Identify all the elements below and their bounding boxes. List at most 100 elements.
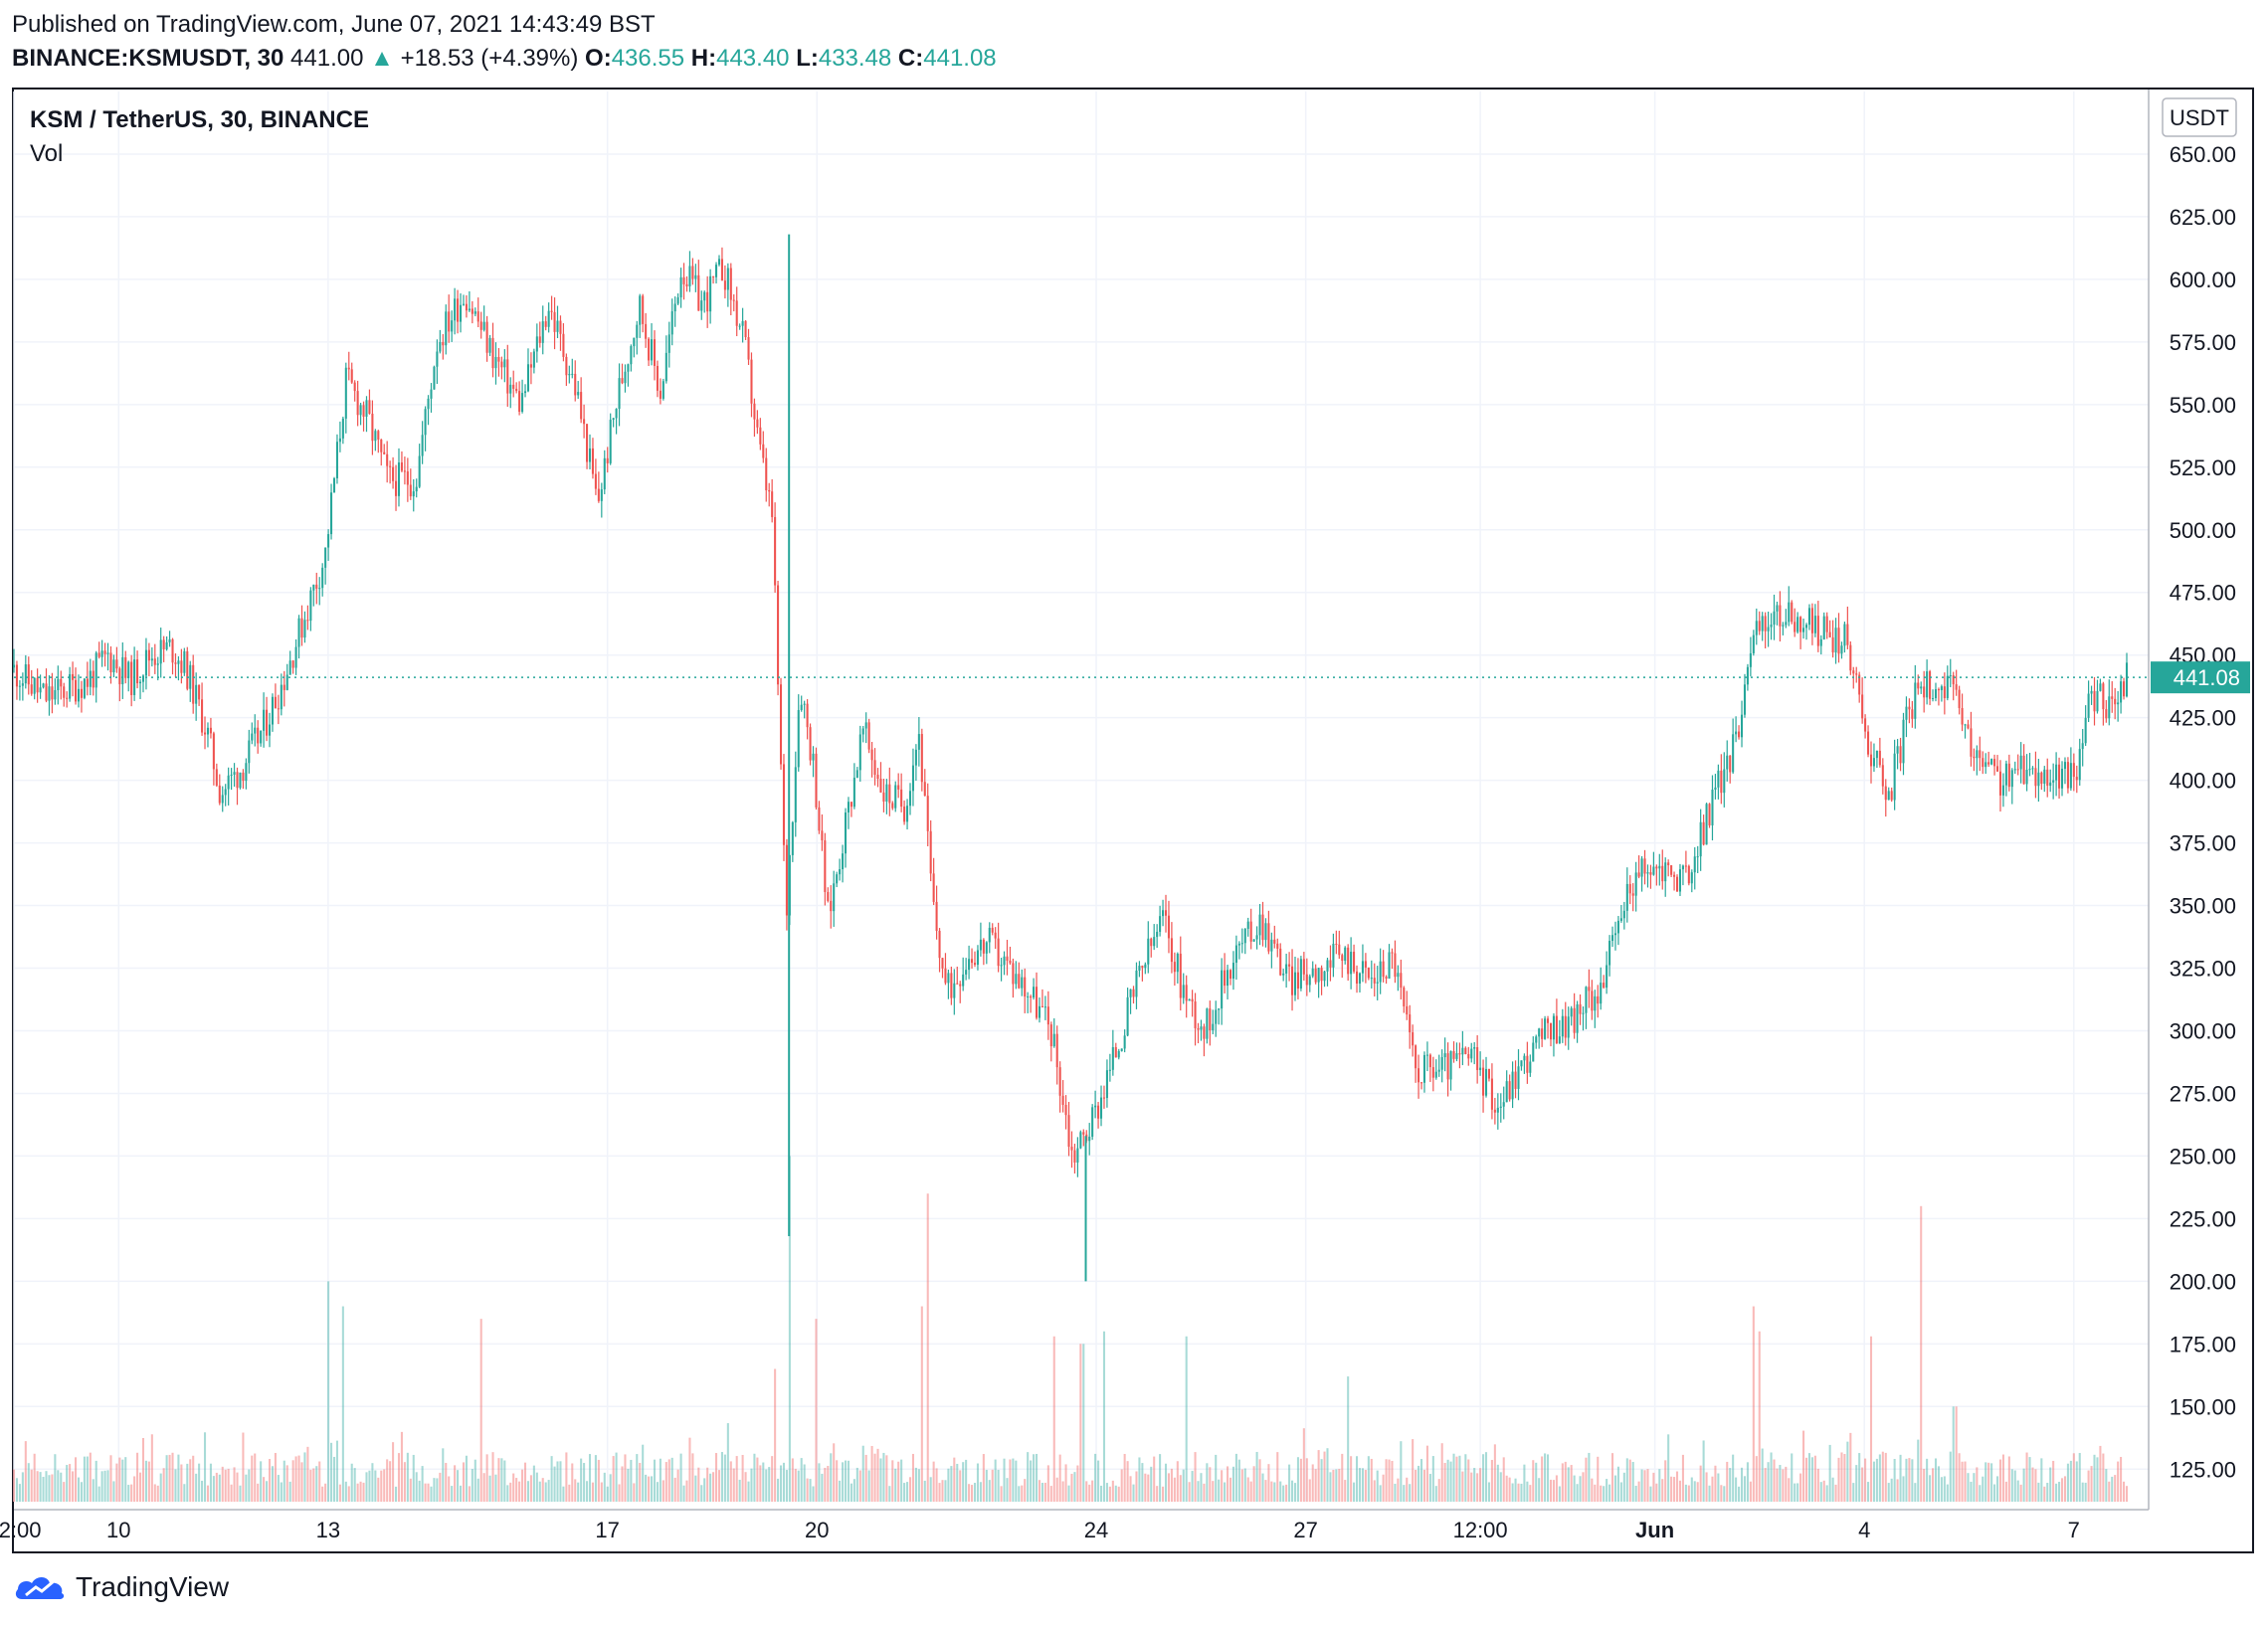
volume-bar bbox=[1670, 1476, 1673, 1502]
volume-bar bbox=[1493, 1444, 1496, 1502]
candle-body bbox=[1058, 1067, 1061, 1096]
volume-bar bbox=[327, 1281, 330, 1502]
volume-bar bbox=[1693, 1481, 1696, 1502]
volume-bar bbox=[1890, 1478, 1893, 1502]
volume-bar bbox=[1961, 1461, 1964, 1502]
candle-body bbox=[1746, 666, 1749, 685]
volume-bar bbox=[979, 1482, 982, 1502]
candle-body bbox=[509, 384, 512, 394]
volume-bar bbox=[1875, 1458, 1878, 1502]
candle-body bbox=[1329, 960, 1332, 968]
candle-body bbox=[1335, 943, 1338, 945]
volume-bar bbox=[782, 1462, 786, 1502]
candle-body bbox=[1449, 1050, 1452, 1080]
volume-bar bbox=[615, 1452, 618, 1502]
volume-bar bbox=[597, 1459, 600, 1502]
volume-bar bbox=[1788, 1478, 1791, 1502]
volume-bar bbox=[1159, 1454, 1162, 1502]
candle-body bbox=[1162, 910, 1165, 917]
candle-body bbox=[1802, 628, 1805, 632]
candle-body bbox=[1153, 937, 1156, 947]
candle-body bbox=[700, 300, 703, 311]
volume-bar bbox=[1185, 1336, 1188, 1502]
candle-body bbox=[1804, 625, 1808, 629]
candle-body bbox=[1608, 941, 1611, 966]
candle-body bbox=[245, 763, 248, 782]
candle-body bbox=[312, 584, 315, 591]
candle-body bbox=[1419, 1082, 1423, 1084]
candle-body bbox=[1749, 652, 1752, 667]
candle-body bbox=[80, 688, 83, 698]
volume-bar bbox=[1943, 1476, 1946, 1502]
candle-body bbox=[747, 337, 750, 360]
y-tick-label: 475.00 bbox=[2170, 581, 2236, 606]
candle-body bbox=[1355, 971, 1359, 984]
volume-bar bbox=[1667, 1434, 1670, 1502]
candle-body bbox=[618, 378, 621, 410]
candle-body bbox=[1443, 1053, 1446, 1058]
volume-bar bbox=[2028, 1457, 2031, 1502]
volume-bar bbox=[2063, 1476, 2067, 1502]
volume-bar bbox=[765, 1469, 768, 1502]
volume-bar bbox=[1341, 1453, 1344, 1502]
volume-bar bbox=[1164, 1463, 1168, 1502]
candle-body bbox=[1670, 865, 1673, 875]
volume-bar bbox=[932, 1461, 935, 1502]
volume-bar bbox=[891, 1460, 894, 1502]
volume-bar bbox=[818, 1463, 821, 1502]
volume-bar bbox=[1958, 1453, 1961, 1502]
volume-bar bbox=[1831, 1477, 1834, 1502]
candle-body bbox=[1173, 962, 1176, 973]
brand[interactable]: TradingView bbox=[14, 1571, 229, 1603]
volume-bar bbox=[1987, 1462, 1990, 1502]
last-price-label: 441.08 bbox=[2174, 665, 2240, 690]
currency-badge[interactable] bbox=[2162, 97, 2237, 137]
candle-body bbox=[433, 366, 436, 390]
candle-body bbox=[1024, 977, 1027, 997]
volume-bar bbox=[577, 1482, 580, 1502]
candle-body bbox=[2060, 769, 2064, 789]
candle-body bbox=[1326, 960, 1329, 972]
candle-body bbox=[1141, 966, 1144, 969]
candle-body bbox=[1258, 914, 1261, 936]
volume-bar bbox=[335, 1440, 338, 1502]
volume-bar bbox=[1452, 1453, 1455, 1502]
volume-bar bbox=[1664, 1460, 1667, 1502]
volume-bar bbox=[1261, 1473, 1264, 1502]
candle-body bbox=[697, 274, 700, 311]
volume-bar bbox=[2069, 1460, 2072, 1502]
volume-bar bbox=[1929, 1475, 1932, 1502]
volume-bar bbox=[1649, 1486, 1652, 1502]
candle-body bbox=[1006, 956, 1009, 962]
candle-body bbox=[2034, 768, 2037, 787]
candle-body bbox=[1720, 770, 1723, 794]
candle-body bbox=[1740, 714, 1744, 738]
candle-body bbox=[1864, 718, 1867, 732]
candle-body bbox=[1752, 634, 1755, 653]
candle-body bbox=[112, 659, 115, 673]
volume-bar bbox=[1320, 1459, 1323, 1502]
candle-body bbox=[21, 683, 24, 686]
candle-body bbox=[1473, 1047, 1476, 1049]
volume-bar bbox=[72, 1471, 75, 1502]
volume-bar bbox=[39, 1472, 42, 1502]
candle-body bbox=[1200, 1026, 1203, 1030]
candle-body bbox=[920, 734, 923, 783]
volume-bar bbox=[2055, 1483, 2058, 1502]
volume-bar bbox=[321, 1486, 324, 1502]
candle-body bbox=[1308, 976, 1311, 986]
candle-body bbox=[1634, 872, 1637, 896]
volume-bar bbox=[271, 1466, 274, 1502]
candle-body bbox=[662, 381, 664, 399]
candle-body bbox=[1858, 674, 1861, 695]
candle-body bbox=[926, 796, 929, 831]
candle-body bbox=[1511, 1071, 1514, 1100]
volume-bar bbox=[159, 1473, 162, 1502]
candle-body bbox=[1015, 974, 1018, 985]
volume-bar bbox=[1899, 1454, 1902, 1502]
candle-body bbox=[1561, 1015, 1564, 1037]
volume-bar bbox=[550, 1456, 553, 1502]
candle-body bbox=[491, 337, 494, 369]
candle-body bbox=[1358, 973, 1362, 984]
